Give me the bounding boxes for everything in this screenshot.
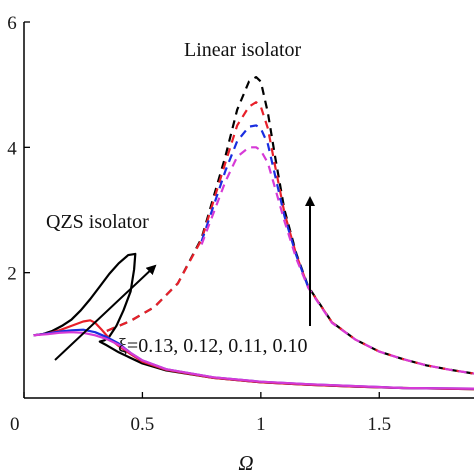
linear-series-line-0.11 — [200, 124, 310, 288]
linear-series-line-0.1 — [200, 146, 474, 375]
y-tick-label: 6 — [7, 13, 17, 34]
qzs-arrow — [54, 264, 157, 361]
axes — [23, 22, 474, 399]
qzs-isolator-label: QZS isolator — [46, 211, 149, 233]
arrows — [54, 196, 315, 361]
linear-series-line-0.13 — [106, 75, 474, 375]
ticks: 0 0.5 1 1.5 2 4 6 — [7, 13, 391, 435]
x-tick-label: 0.5 — [131, 414, 155, 435]
damping-label: ξ=0.13, 0.12, 0.11, 0.10 — [118, 335, 307, 357]
y-tick-label: 4 — [7, 138, 17, 159]
qzs-series-line-0.1 — [33, 331, 474, 390]
y-tick-label: 2 — [7, 264, 17, 285]
x-axis-label: Ω — [238, 451, 253, 474]
series-layer — [33, 75, 474, 391]
qzs-series-line-0.13 — [33, 252, 474, 391]
x-tick-label: 1.5 — [367, 414, 391, 435]
linear-isolator-label: Linear isolator — [184, 39, 302, 61]
x-tick-label: 0 — [10, 414, 20, 435]
x-tick-label: 1 — [256, 414, 266, 435]
